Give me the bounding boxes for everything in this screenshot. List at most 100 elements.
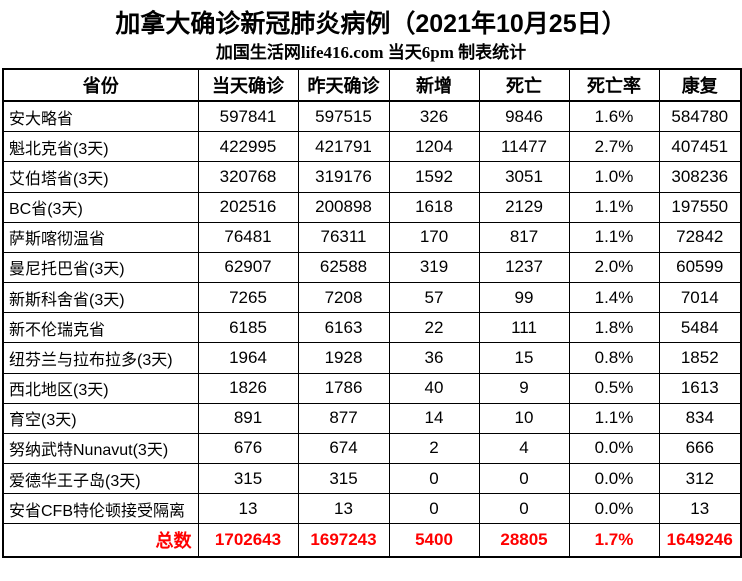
value-cell: 891 (197, 402, 299, 434)
value-cell: 111 (478, 312, 570, 344)
value-cell: 2129 (478, 191, 570, 223)
value-cell: 200898 (297, 191, 390, 223)
province-name-cell: 爱德华王子岛(3天) (2, 462, 199, 495)
value-cell: 1928 (297, 342, 390, 374)
value-cell: 76311 (297, 221, 390, 253)
province-name-cell: 安大略省 (2, 100, 199, 133)
value-cell: 1.0% (568, 161, 660, 193)
value-cell: 674 (297, 432, 390, 464)
province-name-cell: 西北地区(3天) (2, 372, 199, 404)
province-name-cell: 育空(3天) (2, 402, 199, 434)
total-label-cell: 总数 (2, 523, 199, 558)
value-cell: 5484 (658, 312, 742, 344)
province-name-cell: BC省(3天) (2, 191, 199, 223)
value-cell: 676 (197, 432, 299, 464)
value-cell: 4 (478, 432, 570, 464)
column-header: 省份 (2, 68, 199, 102)
table-row: 魁北克省(3天) 422995 421791 1204 11477 2.7% 407451 (2, 131, 742, 163)
value-cell: 5400 (388, 523, 480, 558)
column-header: 新增 (388, 68, 480, 102)
value-cell: 1826 (197, 372, 299, 404)
value-cell: 22 (388, 312, 480, 344)
value-cell: 1702643 (197, 523, 299, 558)
value-cell: 0.0% (568, 462, 660, 495)
province-name-cell: 纽芬兰与拉布拉多(3天) (2, 342, 199, 374)
value-cell: 15 (478, 342, 570, 374)
value-cell: 7014 (658, 282, 742, 314)
table-body: 安大略省 597841 597515 326 9846 1.6% 584780 魁北克省(3天… (2, 100, 742, 558)
value-cell: 421791 (297, 131, 390, 163)
value-cell: 315 (197, 462, 299, 495)
table-row: 安大略省 597841 597515 326 9846 1.6% 584780 (2, 100, 742, 133)
value-cell: 11477 (478, 131, 570, 163)
value-cell: 60599 (658, 251, 742, 284)
value-cell: 7265 (197, 282, 299, 314)
value-cell: 1237 (478, 251, 570, 284)
value-cell: 1.4% (568, 282, 660, 314)
value-cell: 13 (197, 493, 299, 525)
value-cell: 597841 (197, 100, 299, 133)
province-name-cell: 艾伯塔省(3天) (2, 161, 199, 193)
value-cell: 170 (388, 221, 480, 253)
value-cell: 76481 (197, 221, 299, 253)
value-cell: 0 (388, 493, 480, 525)
table-row: 西北地区(3天) 1826 1786 40 9 0.5% 1613 (2, 372, 742, 404)
table-row: 育空(3天) 891 877 14 10 1.1% 834 (2, 402, 742, 434)
value-cell: 1964 (197, 342, 299, 374)
value-cell: 666 (658, 432, 742, 464)
province-name-cell: 安省CFB特伦顿接受隔离 (2, 493, 199, 525)
value-cell: 13 (297, 493, 390, 525)
value-cell: 0.0% (568, 493, 660, 525)
value-cell: 202516 (197, 191, 299, 223)
value-cell: 99 (478, 282, 570, 314)
value-cell: 0.0% (568, 432, 660, 464)
value-cell: 407451 (658, 131, 742, 163)
value-cell: 0.8% (568, 342, 660, 374)
value-cell: 9846 (478, 100, 570, 133)
value-cell: 14 (388, 402, 480, 434)
table-row: 新斯科舍省(3天) 7265 7208 57 99 1.4% 7014 (2, 282, 742, 314)
value-cell: 0 (388, 462, 480, 495)
value-cell: 0.5% (568, 372, 660, 404)
value-cell: 1592 (388, 161, 480, 193)
value-cell: 1618 (388, 191, 480, 223)
value-cell: 197550 (658, 191, 742, 223)
value-cell: 320768 (197, 161, 299, 193)
value-cell: 319176 (297, 161, 390, 193)
column-header: 死亡 (478, 68, 570, 102)
value-cell: 877 (297, 402, 390, 434)
value-cell: 3051 (478, 161, 570, 193)
value-cell: 0 (478, 462, 570, 495)
value-cell: 6163 (297, 312, 390, 344)
table-row: BC省(3天) 202516 200898 1618 2129 1.1% 197550 (2, 191, 742, 223)
column-header: 死亡率 (568, 68, 660, 102)
value-cell: 1.1% (568, 221, 660, 253)
table-row: 新不伦瑞克省 6185 6163 22 111 1.8% 5484 (2, 312, 742, 344)
table-row: 爱德华王子岛(3天) 315 315 0 0 0.0% 312 (2, 462, 742, 495)
value-cell: 40 (388, 372, 480, 404)
value-cell: 1.8% (568, 312, 660, 344)
column-header: 昨天确诊 (297, 68, 390, 102)
value-cell: 62588 (297, 251, 390, 284)
column-header: 康复 (658, 68, 742, 102)
table-row: 纽芬兰与拉布拉多(3天) 1964 1928 36 15 0.8% 1852 (2, 342, 742, 374)
total-row: 总数 1702643 1697243 5400 28805 1.7% 1649246 (2, 523, 742, 558)
value-cell: 1786 (297, 372, 390, 404)
value-cell: 6185 (197, 312, 299, 344)
table-row: 艾伯塔省(3天) 320768 319176 1592 3051 1.0% 308236 (2, 161, 742, 193)
value-cell: 2.0% (568, 251, 660, 284)
table-row: 萨斯喀彻温省 76481 76311 170 817 1.1% 72842 (2, 221, 742, 253)
header-row: 省份 当天确诊 昨天确诊 新增 死亡 死亡率 康复 (2, 68, 742, 102)
value-cell: 1.7% (568, 523, 660, 558)
value-cell: 584780 (658, 100, 742, 133)
province-name-cell: 新不伦瑞克省 (2, 312, 199, 344)
page-subtitle: 加国生活网life416.com 当天6pm 制表统计 (215, 43, 527, 62)
value-cell: 57 (388, 282, 480, 314)
province-name-cell: 新斯科舍省(3天) (2, 282, 199, 314)
province-name-cell: 曼尼托巴省(3天) (2, 251, 199, 284)
value-cell: 312 (658, 462, 742, 495)
value-cell: 0 (478, 493, 570, 525)
table-row: 安省CFB特伦顿接受隔离 13 13 0 0 0.0% 13 (2, 493, 742, 525)
province-name-cell: 萨斯喀彻温省 (2, 221, 199, 253)
province-name-cell: 努纳武特Nunavut(3天) (2, 432, 199, 464)
